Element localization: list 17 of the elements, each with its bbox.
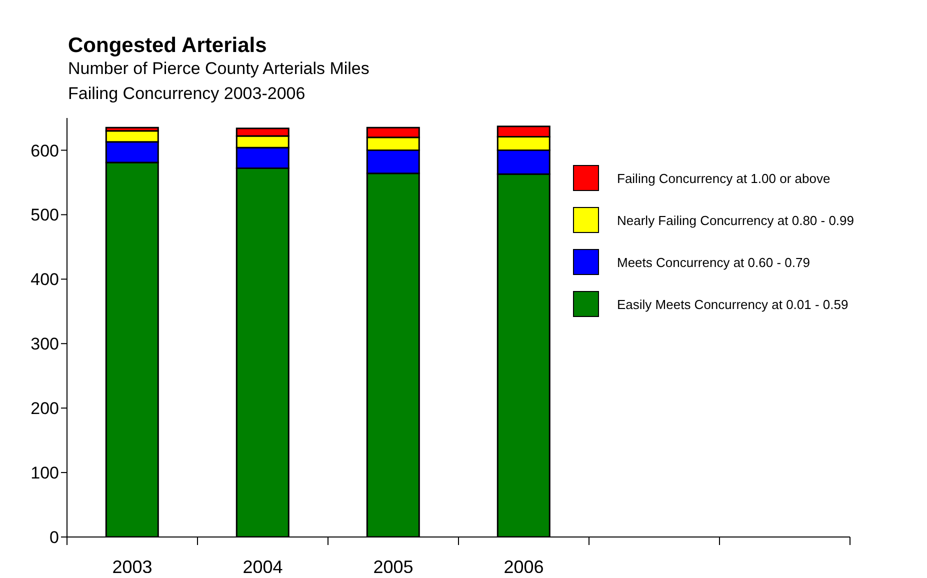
y-tick-label: 200 xyxy=(30,399,59,418)
chart-title: Congested Arterials xyxy=(68,34,267,58)
legend-label: Easily Meets Concurrency at 0.01 - 0.59 xyxy=(617,296,848,312)
y-tick-label: 500 xyxy=(30,206,59,225)
y-tick-label: 0 xyxy=(50,528,59,548)
legend-label: Nearly Failing Concurrency at 0.80 - 0.99 xyxy=(617,212,854,228)
x-tick-label: 2003 xyxy=(112,557,152,577)
y-tick-label: 100 xyxy=(30,464,59,483)
x-tick-label: 2006 xyxy=(504,557,544,577)
chart-subtitle: Number of Pierce County Arterials Miles Failing Concurrency 2003-2006 xyxy=(68,59,370,104)
legend-label: Meets Concurrency at 0.60 - 0.79 xyxy=(617,254,810,270)
x-tick-label: 2005 xyxy=(373,557,414,577)
y-tick-label: 300 xyxy=(30,334,59,354)
legend-label: Failing Concurrency at 1.00 or above xyxy=(617,170,830,186)
y-tick-label: 400 xyxy=(30,270,59,290)
y-tick-label: 600 xyxy=(30,141,59,160)
x-tick-label: 2004 xyxy=(242,557,283,577)
